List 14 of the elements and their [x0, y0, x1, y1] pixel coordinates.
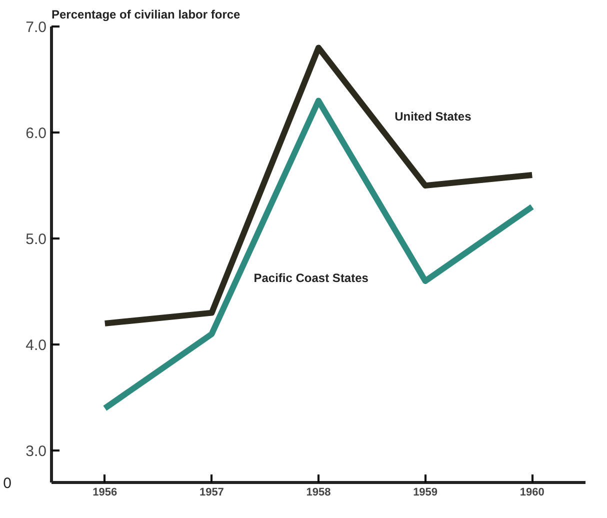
- x-tick-label: 1960: [520, 486, 544, 498]
- y-axis-title: Percentage of civilian labor force: [52, 8, 241, 22]
- y-tick-label: 7.0: [26, 19, 47, 36]
- x-tick-label: 1956: [92, 486, 118, 498]
- series-label: United States: [394, 109, 472, 124]
- x-tick-label: 1958: [306, 486, 331, 498]
- y-tick-label: 3.0: [26, 443, 47, 460]
- series-label: Pacific Coast States: [254, 271, 369, 286]
- y-tick-label: 4.0: [26, 337, 47, 354]
- text: 0: [3, 475, 12, 492]
- y-tick-label: 5.0: [26, 231, 47, 248]
- x-tick-label: 1959: [413, 486, 438, 498]
- x-tick-label: 1957: [199, 486, 224, 498]
- y-tick-label: 6.0: [26, 125, 47, 142]
